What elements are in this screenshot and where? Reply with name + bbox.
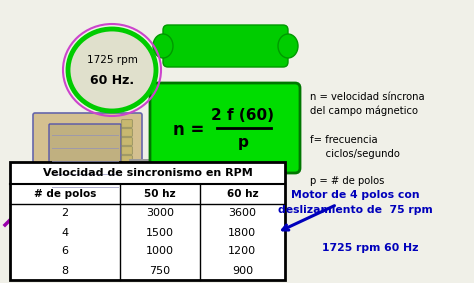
Ellipse shape <box>153 34 173 58</box>
Text: 1800: 1800 <box>228 228 256 237</box>
FancyBboxPatch shape <box>122 174 132 181</box>
FancyBboxPatch shape <box>122 120 132 127</box>
FancyBboxPatch shape <box>49 124 121 198</box>
Text: Velocidad de sincronismo en RPM: Velocidad de sincronismo en RPM <box>43 168 252 178</box>
Text: 60 hz: 60 hz <box>227 189 258 199</box>
Text: 1000: 1000 <box>146 246 174 256</box>
Text: 60 Hz.: 60 Hz. <box>90 74 134 87</box>
FancyBboxPatch shape <box>122 138 132 145</box>
FancyBboxPatch shape <box>122 129 132 136</box>
Text: 1500: 1500 <box>146 228 174 237</box>
Text: 50 hz: 50 hz <box>144 189 176 199</box>
Text: 6: 6 <box>62 246 69 256</box>
FancyBboxPatch shape <box>122 183 132 190</box>
Text: deslizamiento de  75 rpm: deslizamiento de 75 rpm <box>278 205 432 215</box>
Text: del campo mágnetico: del campo mágnetico <box>310 106 418 117</box>
Text: 2: 2 <box>62 209 69 218</box>
Text: 900: 900 <box>232 265 253 275</box>
Text: 1200: 1200 <box>228 246 256 256</box>
Text: 3000: 3000 <box>146 209 174 218</box>
Text: 2 f (60): 2 f (60) <box>211 108 274 123</box>
Text: n = velocidad síncrona: n = velocidad síncrona <box>310 92 425 102</box>
Text: p = # de polos: p = # de polos <box>310 176 384 186</box>
Text: f= frecuencia: f= frecuencia <box>310 135 378 145</box>
FancyBboxPatch shape <box>150 83 300 173</box>
FancyBboxPatch shape <box>122 165 132 172</box>
Text: n =: n = <box>173 121 204 139</box>
Text: 1725 rpm 60 Hz: 1725 rpm 60 Hz <box>322 243 418 253</box>
Text: # de polos: # de polos <box>34 189 96 199</box>
FancyBboxPatch shape <box>33 113 142 212</box>
Text: 3600: 3600 <box>228 209 256 218</box>
Text: Motor de 4 polos con: Motor de 4 polos con <box>291 190 419 200</box>
Text: 8: 8 <box>62 265 69 275</box>
Text: 4: 4 <box>62 228 69 237</box>
Text: 1725 rpm: 1725 rpm <box>87 55 137 65</box>
Text: ciclos/segundo: ciclos/segundo <box>310 149 400 159</box>
FancyBboxPatch shape <box>122 156 132 163</box>
FancyBboxPatch shape <box>122 192 132 199</box>
Ellipse shape <box>68 29 156 111</box>
FancyBboxPatch shape <box>122 147 132 154</box>
FancyBboxPatch shape <box>163 25 288 67</box>
Text: 750: 750 <box>149 265 171 275</box>
FancyBboxPatch shape <box>10 162 285 280</box>
Ellipse shape <box>278 34 298 58</box>
Text: p: p <box>237 134 248 149</box>
